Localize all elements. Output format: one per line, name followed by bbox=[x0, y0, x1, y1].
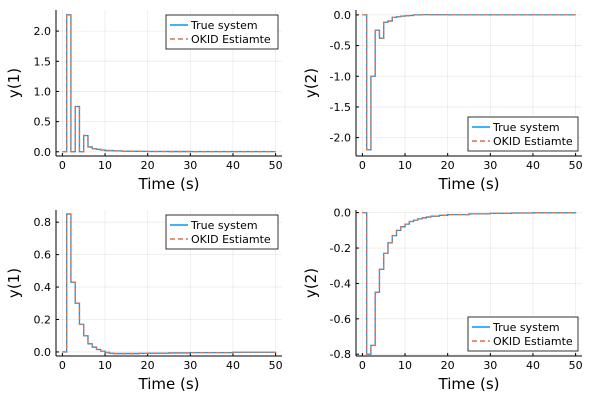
y-tick-label: -0.4 bbox=[330, 277, 351, 290]
y-tick-label: 0.0 bbox=[334, 207, 352, 220]
y-tick-label: 0.2 bbox=[34, 314, 52, 327]
legend-label: True system bbox=[190, 219, 258, 232]
x-tick-label: 20 bbox=[141, 359, 155, 372]
x-tick-label: 50 bbox=[569, 359, 583, 372]
series-line-okid-estimate bbox=[62, 213, 277, 355]
legend-label: OKID Estiamte bbox=[191, 33, 271, 46]
series-line-okid-estimate bbox=[362, 13, 576, 151]
x-tick-label: 40 bbox=[526, 359, 540, 372]
x-axis-label: Time (s) bbox=[138, 375, 200, 393]
legend-label: OKID Estiamte bbox=[493, 135, 573, 148]
subplot-4: 0 10 20 30 40 50 -0.8 -0.6 -0.4 -0.2 0.0 Time (s) y(… bbox=[302, 207, 583, 393]
x-tick-label: 40 bbox=[526, 159, 540, 172]
subplot-1: 0 10 20 30 40 50 0.0 0.5 1.0 1.5 2.0 Time (s) y(1) Tr… bbox=[5, 10, 283, 193]
subplot-3: 0 10 20 30 40 50 0.0 0.2 0.4 0.6 0.8 Time (s) y(1) Tr… bbox=[5, 210, 283, 393]
y-tick-label: 1.5 bbox=[34, 55, 52, 68]
x-tick-label: 10 bbox=[398, 159, 412, 172]
y-axis-label: y(1) bbox=[5, 68, 23, 98]
y-axis-label: y(2) bbox=[302, 268, 320, 298]
x-tick-label: 10 bbox=[398, 359, 412, 372]
y-tick-label: -0.2 bbox=[330, 242, 351, 255]
x-axis-label: Time (s) bbox=[438, 175, 500, 193]
y-tick-label: -2.0 bbox=[330, 132, 351, 145]
x-axis-label: Time (s) bbox=[138, 175, 200, 193]
series-line-okid-estimate bbox=[62, 14, 276, 153]
x-tick-label: 30 bbox=[183, 159, 197, 172]
legend-box bbox=[467, 316, 579, 352]
legend-label: True system bbox=[492, 121, 560, 134]
x-tick-label: 0 bbox=[59, 159, 66, 172]
legend-box bbox=[165, 214, 279, 250]
legend-box bbox=[165, 14, 279, 50]
y-tick-label: 0.5 bbox=[34, 116, 52, 129]
y-tick-label: -0.8 bbox=[330, 348, 351, 361]
x-tick-label: 50 bbox=[569, 159, 583, 172]
y-tick-label: -0.5 bbox=[330, 40, 351, 53]
legend-label: True system bbox=[190, 19, 258, 32]
x-tick-label: 0 bbox=[359, 159, 366, 172]
y-tick-label: -1.5 bbox=[330, 101, 351, 114]
x-tick-label: 30 bbox=[183, 359, 197, 372]
legend-box bbox=[467, 116, 579, 152]
x-tick-label: 0 bbox=[59, 359, 66, 372]
x-tick-label: 50 bbox=[269, 359, 283, 372]
y-tick-label: -0.6 bbox=[330, 313, 351, 326]
x-tick-label: 40 bbox=[226, 159, 240, 172]
y-tick-label: 0.4 bbox=[34, 281, 52, 294]
y-tick-label: 1.0 bbox=[34, 85, 52, 98]
y-tick-label: 0.0 bbox=[34, 146, 52, 159]
y-tick-label: -1.0 bbox=[330, 70, 351, 83]
legend-label: OKID Estiamte bbox=[493, 335, 573, 348]
legend-label: OKID Estiamte bbox=[191, 233, 271, 246]
y-tick-label: 0.8 bbox=[34, 216, 52, 229]
y-tick-label: 0.6 bbox=[34, 249, 52, 262]
y-tick-label: 0.0 bbox=[334, 9, 352, 22]
y-tick-label: 0.0 bbox=[34, 346, 52, 359]
x-tick-label: 30 bbox=[483, 159, 497, 172]
y-axis-label: y(1) bbox=[5, 268, 23, 298]
series-line-okid-estimate bbox=[362, 212, 577, 355]
x-tick-label: 20 bbox=[441, 159, 455, 172]
x-axis-label: Time (s) bbox=[438, 375, 500, 393]
legend-label: True system bbox=[492, 321, 560, 334]
subplot-2: 0 10 20 30 40 50 -2.0 -1.5 -1.0 -0.5 0.0 Time (s) y(… bbox=[302, 9, 583, 193]
x-tick-label: 10 bbox=[98, 359, 112, 372]
y-axis-label: y(2) bbox=[302, 68, 320, 98]
x-tick-label: 20 bbox=[441, 359, 455, 372]
x-tick-label: 10 bbox=[98, 159, 112, 172]
x-tick-label: 20 bbox=[141, 159, 155, 172]
x-tick-label: 30 bbox=[483, 359, 497, 372]
y-tick-label: 2.0 bbox=[34, 25, 52, 38]
x-tick-label: 40 bbox=[226, 359, 240, 372]
x-tick-label: 50 bbox=[269, 159, 283, 172]
x-tick-label: 0 bbox=[359, 359, 366, 372]
